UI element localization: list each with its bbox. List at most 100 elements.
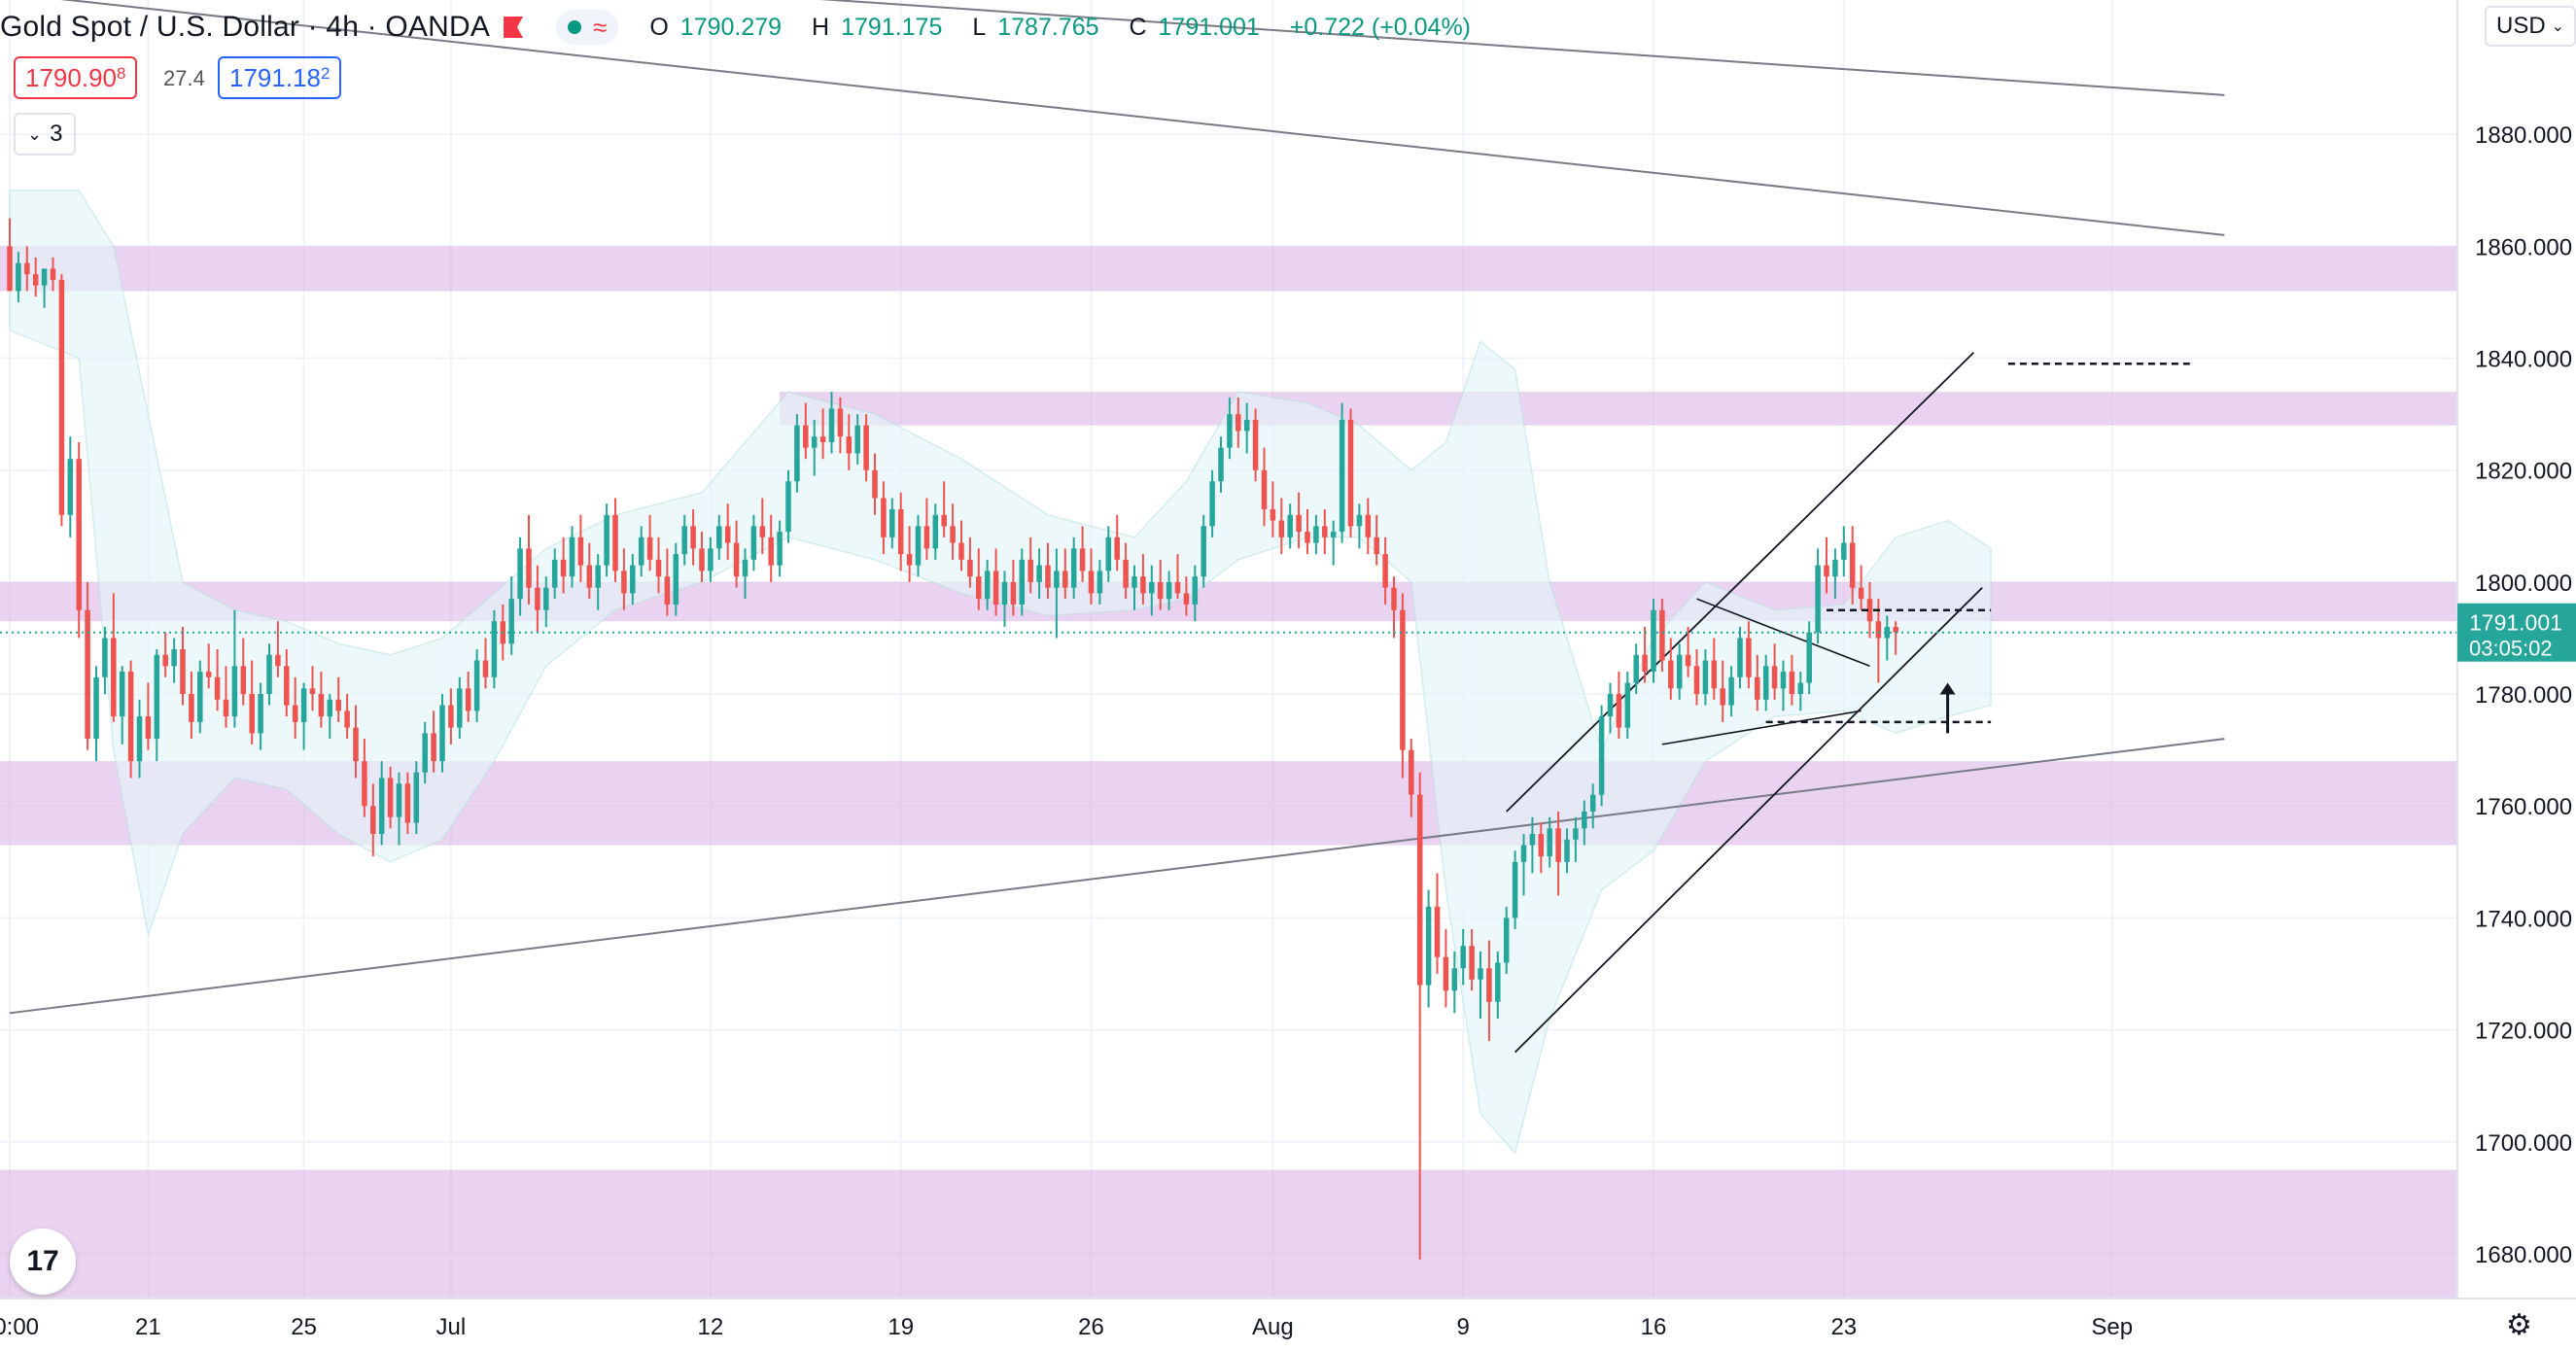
candle-up	[154, 654, 160, 740]
candle-down	[526, 548, 532, 588]
candle-down	[58, 279, 65, 515]
buy-price-button[interactable]: 1791.18 2	[218, 56, 342, 99]
candle-down	[819, 436, 826, 442]
flag-icon[interactable]	[504, 17, 524, 38]
sr-zone	[780, 392, 2457, 426]
candle-down	[1114, 537, 1120, 560]
candle-down	[967, 559, 973, 577]
candle-up	[1503, 918, 1510, 963]
candle-up	[777, 532, 783, 566]
chart-legend-header: Gold Spot / U.S. Dollar · 4h · OANDA ≈ O…	[0, 6, 1482, 49]
candle-up	[811, 436, 818, 448]
candle-up	[1201, 526, 1206, 577]
candle-down	[1849, 542, 1856, 588]
candle-down	[1659, 609, 1665, 661]
candle-up	[1582, 812, 1587, 829]
time-tick-label: 12	[698, 1314, 724, 1340]
price-tick-label: 1680.000	[2475, 1242, 2572, 1268]
candle-down	[1270, 509, 1276, 521]
candle-down	[664, 576, 671, 605]
candle-up	[1425, 906, 1432, 986]
candle-down	[370, 806, 376, 835]
candle-down	[1486, 968, 1492, 1002]
candle-down	[1088, 571, 1095, 594]
chevron-down-icon: ⌄	[27, 123, 43, 144]
candle-down	[1616, 694, 1622, 728]
candle-down	[292, 705, 298, 722]
candle-down	[85, 609, 90, 740]
candle-down	[1642, 654, 1648, 673]
tradingview-logo-icon[interactable]: 17	[10, 1229, 76, 1295]
sr-zone	[0, 246, 2457, 292]
candle-up	[828, 408, 835, 442]
candle-down	[145, 716, 152, 740]
candle-down	[1866, 599, 1873, 622]
candle-up	[422, 733, 428, 773]
candle-up	[439, 705, 445, 762]
time-tick-label: 23	[1830, 1314, 1857, 1340]
candlestick-series	[7, 218, 1898, 1260]
candle-up	[1589, 794, 1596, 812]
candle-down	[162, 654, 168, 667]
candle-up	[1339, 419, 1345, 533]
candle-up	[300, 688, 307, 722]
candle-down	[846, 436, 853, 454]
candle-down	[733, 542, 740, 577]
candle-down	[1720, 688, 1725, 706]
sell-price-button[interactable]: 1790.90 8	[14, 56, 138, 99]
indicators-toggle-button[interactable]: ⌄ 3	[14, 113, 77, 156]
trendline	[9, 738, 2225, 1015]
price-axis: 1880.000 1860.000 1840.000 1820.000 1800.000…	[2456, 0, 2576, 1351]
candle-down	[249, 694, 255, 734]
candle-up	[327, 699, 333, 717]
candle-down	[448, 705, 454, 728]
candle-down	[1893, 626, 1898, 633]
sr-zone	[0, 581, 2457, 622]
candle-up	[396, 783, 402, 817]
candle-up	[543, 587, 549, 610]
candle-up	[1105, 537, 1112, 572]
open-value: 1790.279	[679, 13, 783, 41]
time-tick-label: Sep	[2091, 1314, 2133, 1340]
candle-up	[984, 571, 991, 600]
candle-up	[1607, 694, 1614, 717]
candle-up	[794, 425, 800, 482]
settings-gear-icon[interactable]: ⚙	[2506, 1309, 2532, 1341]
candle-down	[205, 672, 212, 677]
candle-down	[127, 672, 134, 762]
candle-down	[24, 262, 30, 275]
candle-up	[1512, 861, 1518, 918]
time-tick-label: 19	[888, 1314, 914, 1340]
candle-down	[768, 537, 774, 566]
candle-down	[976, 576, 982, 600]
candle-down	[803, 425, 809, 448]
candle-down	[1157, 581, 1164, 600]
candle-down	[923, 526, 930, 549]
candle-down	[404, 783, 411, 823]
currency-select[interactable]: USD ⌄	[2485, 6, 2576, 47]
candle-down	[1755, 676, 1760, 700]
candle-down	[1140, 576, 1146, 594]
time-tick-label: 16	[1641, 1314, 1667, 1340]
time-axis: 00:00 21 25 Jul 12 19 26 Aug 9 16 23 Sep	[0, 1298, 2576, 1340]
interval-label[interactable]: 4h	[326, 11, 360, 43]
time-tick-label: 25	[291, 1314, 317, 1340]
candle-up	[1019, 559, 1026, 605]
triangle-line	[1696, 598, 1870, 668]
candle-up	[1070, 548, 1077, 588]
candle-down	[1469, 946, 1475, 980]
candle-up	[716, 526, 722, 549]
market-status-pill[interactable]: ≈	[556, 10, 619, 45]
sr-zone	[0, 1169, 2457, 1299]
candle-down	[863, 425, 869, 470]
price-tick-label: 1700.000	[2475, 1130, 2572, 1157]
candle-up	[604, 514, 609, 566]
candle-up	[750, 526, 757, 560]
candle-down	[1174, 581, 1181, 594]
symbol-name[interactable]: Gold Spot / U.S. Dollar	[0, 11, 300, 43]
candle-down	[655, 559, 662, 577]
candle-down	[1062, 571, 1068, 588]
trendlines	[9, 0, 2225, 1054]
candle-up	[1728, 676, 1734, 706]
